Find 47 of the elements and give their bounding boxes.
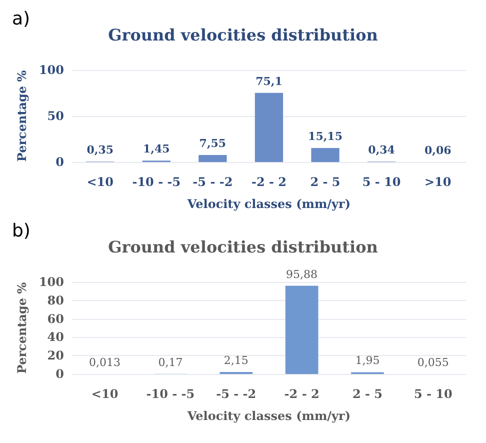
x-axis-title: Velocity classes (mm/yr) [186, 197, 351, 211]
x-tick-label: -2 - 2 [251, 175, 286, 189]
x-tick-label: 5 - 10 [414, 387, 452, 401]
x-tick-label: -10 - -5 [146, 387, 195, 401]
chart-title: Ground velocities distribution [108, 26, 378, 44]
y-tick-label: 60 [47, 312, 64, 326]
y-tick-label: 0 [56, 155, 64, 169]
x-tick-label: <10 [86, 175, 114, 189]
y-tick-label: 0 [56, 367, 64, 381]
chart-title: Ground velocities distribution [108, 238, 378, 256]
y-tick-label: 40 [47, 330, 64, 344]
data-label: 0,06 [424, 144, 452, 157]
y-tick-label: 80 [47, 293, 64, 308]
y-axis-title: Percentage % [15, 70, 29, 162]
y-tick-label: 20 [47, 348, 64, 363]
x-axis-title: Velocity classes (mm/yr) [186, 409, 351, 423]
text: a) [12, 8, 30, 30]
data-label: 1,45 [142, 142, 170, 156]
x-tick-label: -2 - 2 [284, 387, 320, 401]
x-tick-label: 2 - 5 [310, 175, 340, 189]
data-label: 0,055 [417, 356, 449, 369]
data-label: 95,88 [286, 268, 318, 281]
bar [198, 155, 227, 162]
data-label: 75,1 [256, 74, 282, 88]
x-tick-label: 5 - 10 [362, 175, 401, 189]
y-tick-label: 50 [47, 109, 64, 123]
data-label: 0,013 [89, 356, 121, 369]
bar [254, 92, 284, 162]
data-label: 0,17 [158, 356, 183, 369]
bar [311, 148, 340, 162]
x-tick-label: -5 - -2 [216, 387, 256, 401]
x-tick-label: -5 - -2 [192, 175, 233, 189]
data-label: 0,34 [368, 144, 396, 157]
data-label: 15,15 [308, 130, 342, 144]
y-tick-label: 100 [38, 63, 64, 77]
x-tick-label: -10 - -5 [132, 175, 181, 189]
bar [285, 286, 318, 374]
data-label: 2,15 [224, 354, 248, 368]
y-tick-label: 100 [38, 275, 64, 289]
data-label: 1,95 [355, 354, 380, 368]
x-tick-label: >10 [424, 175, 452, 189]
text: b) [12, 220, 30, 242]
y-axis-title: Percentage % [15, 282, 29, 374]
x-tick-label: 2 - 5 [352, 387, 383, 401]
x-tick-label: <10 [91, 387, 118, 401]
data-label: 0,35 [86, 144, 114, 157]
data-label: 7,55 [199, 137, 226, 150]
